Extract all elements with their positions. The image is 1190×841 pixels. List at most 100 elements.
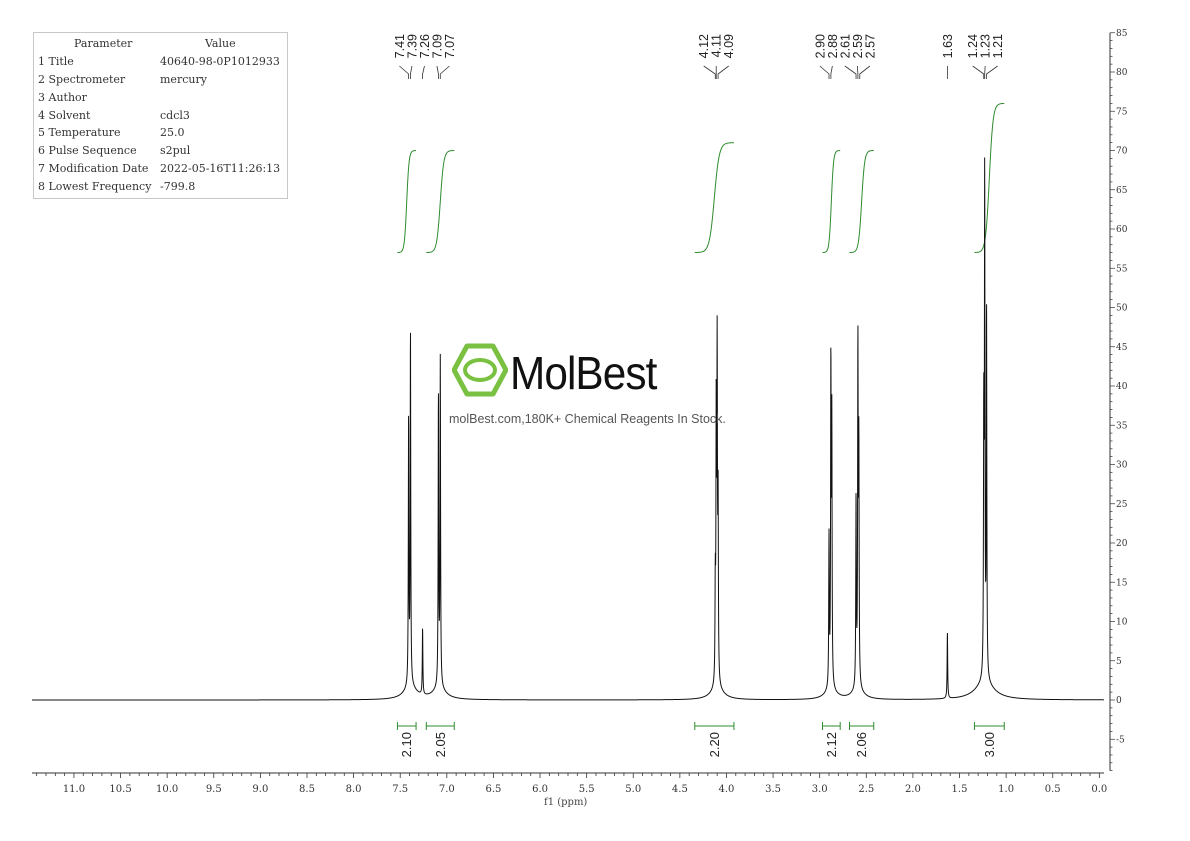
integral-value: 2.05 (433, 732, 448, 757)
peak-label: 7.39 (405, 34, 419, 58)
integral-value: 3.00 (982, 732, 997, 757)
y-tick-label: 75 (1116, 107, 1128, 117)
peak-label-leader (703, 65, 716, 79)
value-header-label: Value (205, 37, 236, 50)
y-tick-label: 45 (1116, 343, 1128, 353)
x-tick-label: 8.0 (346, 784, 362, 795)
x-tick-label: 2.5 (858, 784, 874, 795)
y-tick-label: 30 (1116, 461, 1128, 471)
x-tick-label: 11.0 (63, 784, 85, 795)
peak-label: 7.41 (393, 34, 407, 58)
param-row: 2 Spectrometer mercury (34, 73, 287, 91)
param-name: 3 Author (38, 91, 87, 104)
watermark-brand: MolBest (510, 347, 657, 399)
peak-label: 4.11 (710, 34, 724, 57)
y-tick-label: 10 (1116, 618, 1128, 628)
x-tick-label: 7.5 (392, 784, 408, 795)
y-tick-label: 15 (1116, 578, 1128, 588)
integral-value: 2.10 (399, 732, 414, 757)
watermark-tagline: molBest.com,180K+ Chemical Reagents In S… (449, 412, 726, 426)
y-tick-label: 5 (1116, 657, 1122, 667)
y-tick-label: 85 (1116, 29, 1128, 39)
x-tick-label: 1.5 (952, 784, 968, 795)
param-header-label: Parameter (74, 37, 133, 50)
param-row: 8 Lowest Frequency -799.8 (34, 180, 287, 198)
integral-curve (426, 150, 455, 254)
param-name: 5 Temperature (38, 126, 121, 139)
peak-label-leader (859, 65, 871, 79)
x-tick-label: 4.5 (672, 784, 688, 795)
peak-label-leader (819, 65, 830, 79)
x-tick-label: 0.5 (1045, 784, 1061, 795)
axes: 11.0 10.5 10.0 9.5 9.0 8.5 8.0 7.5 7.0 6.5 6.0 5.5 5… (32, 29, 1128, 795)
spectrum-line (32, 157, 1104, 701)
peak-label: 2.61 (838, 34, 852, 58)
y-tick-label: -5 (1116, 735, 1125, 745)
param-name: 6 Pulse Sequence (38, 144, 137, 157)
x-tick-label: 9.0 (252, 784, 268, 795)
peak-label: 1.63 (941, 34, 955, 58)
param-value: mercury (160, 73, 207, 86)
peak-label-leader (422, 65, 425, 79)
integral-brackets: 2.10 2.05 2.20 2.12 2.06 3.00 (396, 722, 1005, 757)
integral-curves (397, 102, 1005, 254)
param-name: 7 Modification Date (38, 162, 149, 175)
x-tick-label: 10.0 (156, 784, 178, 795)
y-tick-label: 70 (1116, 147, 1128, 157)
x-axis-title: f1 (ppm) (544, 797, 588, 808)
param-value: s2pul (160, 144, 191, 157)
param-row: 7 Modification Date 2022-05-16T11:26:13 (34, 162, 287, 180)
peak-label: 2.88 (826, 34, 840, 58)
y-tick-label: 65 (1116, 186, 1128, 196)
y-tick-label: 0 (1116, 696, 1122, 706)
peak-label-leader (972, 65, 985, 79)
y-tick-label: 40 (1116, 382, 1128, 392)
peak-label-leader (436, 65, 439, 79)
benzene-logo-icon (452, 343, 508, 397)
y-tick-label: 55 (1116, 264, 1128, 274)
spectrum-trace (32, 157, 1104, 701)
integral-value: 2.20 (707, 732, 722, 757)
integral-curve (822, 150, 841, 254)
param-name: 2 Spectrometer (38, 73, 126, 86)
peak-label: 2.90 (813, 34, 827, 58)
param-row: 6 Pulse Sequence s2pul (34, 144, 287, 162)
x-tick-label: 4.0 (719, 784, 735, 795)
param-name: 8 Lowest Frequency (38, 180, 152, 193)
integral-curve (694, 142, 734, 254)
x-tick-label: 6.5 (485, 784, 501, 795)
peak-label: 7.07 (443, 34, 457, 58)
peak-label-leader (986, 65, 998, 79)
x-tick-label: 5.5 (579, 784, 595, 795)
param-row: 3 Author (34, 91, 287, 109)
integral-curve (397, 150, 417, 254)
peak-label: 7.09 (430, 34, 444, 58)
y-tick-label: 20 (1116, 539, 1128, 549)
integral-curve (974, 102, 1005, 253)
y-tick-label: 25 (1116, 500, 1128, 510)
peak-label-leader (399, 65, 409, 79)
peak-label-leader (856, 65, 859, 79)
x-tick-label: 10.5 (109, 784, 131, 795)
integral-value: 2.06 (854, 732, 869, 757)
peak-label: 2.59 (851, 34, 865, 58)
y-tick-label: 80 (1116, 68, 1128, 78)
param-row: 5 Temperature 25.0 (34, 126, 287, 144)
y-tick-label: 50 (1116, 304, 1128, 314)
x-tick-label: 3.0 (812, 784, 828, 795)
peak-label: 1.21 (991, 34, 1005, 58)
x-tick-label: 9.5 (206, 784, 222, 795)
param-name: 1 Title (38, 55, 74, 68)
peak-label: 4.12 (697, 34, 711, 58)
param-name: 4 Solvent (38, 109, 91, 122)
peak-label: 1.24 (966, 34, 980, 58)
parameter-table: Parameter Value 1 Title 40640-98-0P101293… (33, 32, 288, 199)
integral-curve (849, 150, 874, 254)
param-value: 40640-98-0P1012933 (160, 55, 280, 68)
peak-label: 4.09 (722, 34, 736, 58)
peak-labels: 7.417.397.267.097.07 4.124.114.09 2.902.88… (393, 34, 1005, 79)
peak-label-leader (410, 65, 413, 79)
molbest-watermark: MolBest molBest.com,180K+ Chemical Reage… (449, 340, 752, 435)
peak-label: 2.57 (863, 34, 877, 58)
